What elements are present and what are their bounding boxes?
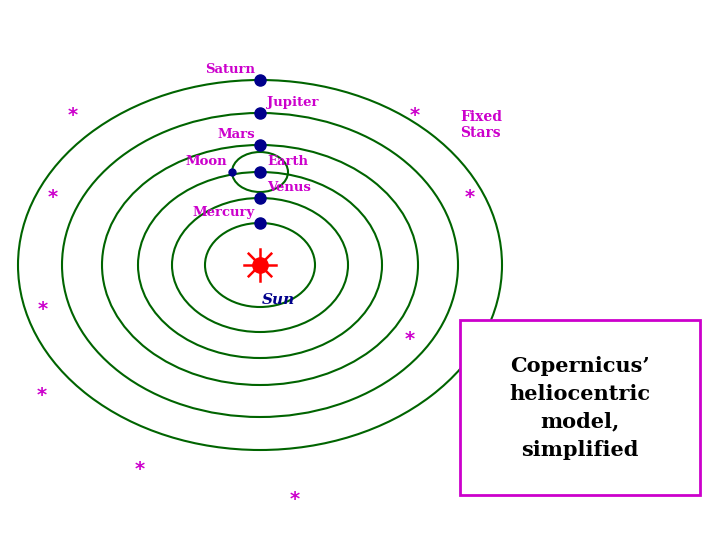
Text: Mars: Mars <box>217 128 255 141</box>
Text: *: * <box>68 105 78 125</box>
Text: Sun: Sun <box>261 293 294 307</box>
Text: *: * <box>37 386 47 404</box>
Text: *: * <box>405 330 415 349</box>
Text: Venus: Venus <box>267 181 311 194</box>
Text: Jupiter: Jupiter <box>267 96 318 109</box>
Text: *: * <box>410 105 420 125</box>
Text: *: * <box>290 490 300 510</box>
Text: *: * <box>135 461 145 480</box>
Text: Fixed
Stars: Fixed Stars <box>460 110 502 140</box>
Bar <box>460 320 700 495</box>
Text: Saturn: Saturn <box>205 63 255 76</box>
Text: Earth: Earth <box>267 155 308 168</box>
Text: Mercury: Mercury <box>193 206 255 219</box>
Text: Copernicus’
heliocentric
model,
simplified: Copernicus’ heliocentric model, simplifi… <box>510 355 651 460</box>
Text: *: * <box>465 188 475 207</box>
Text: *: * <box>38 300 48 320</box>
Text: *: * <box>48 188 58 207</box>
Text: Moon: Moon <box>185 155 227 168</box>
